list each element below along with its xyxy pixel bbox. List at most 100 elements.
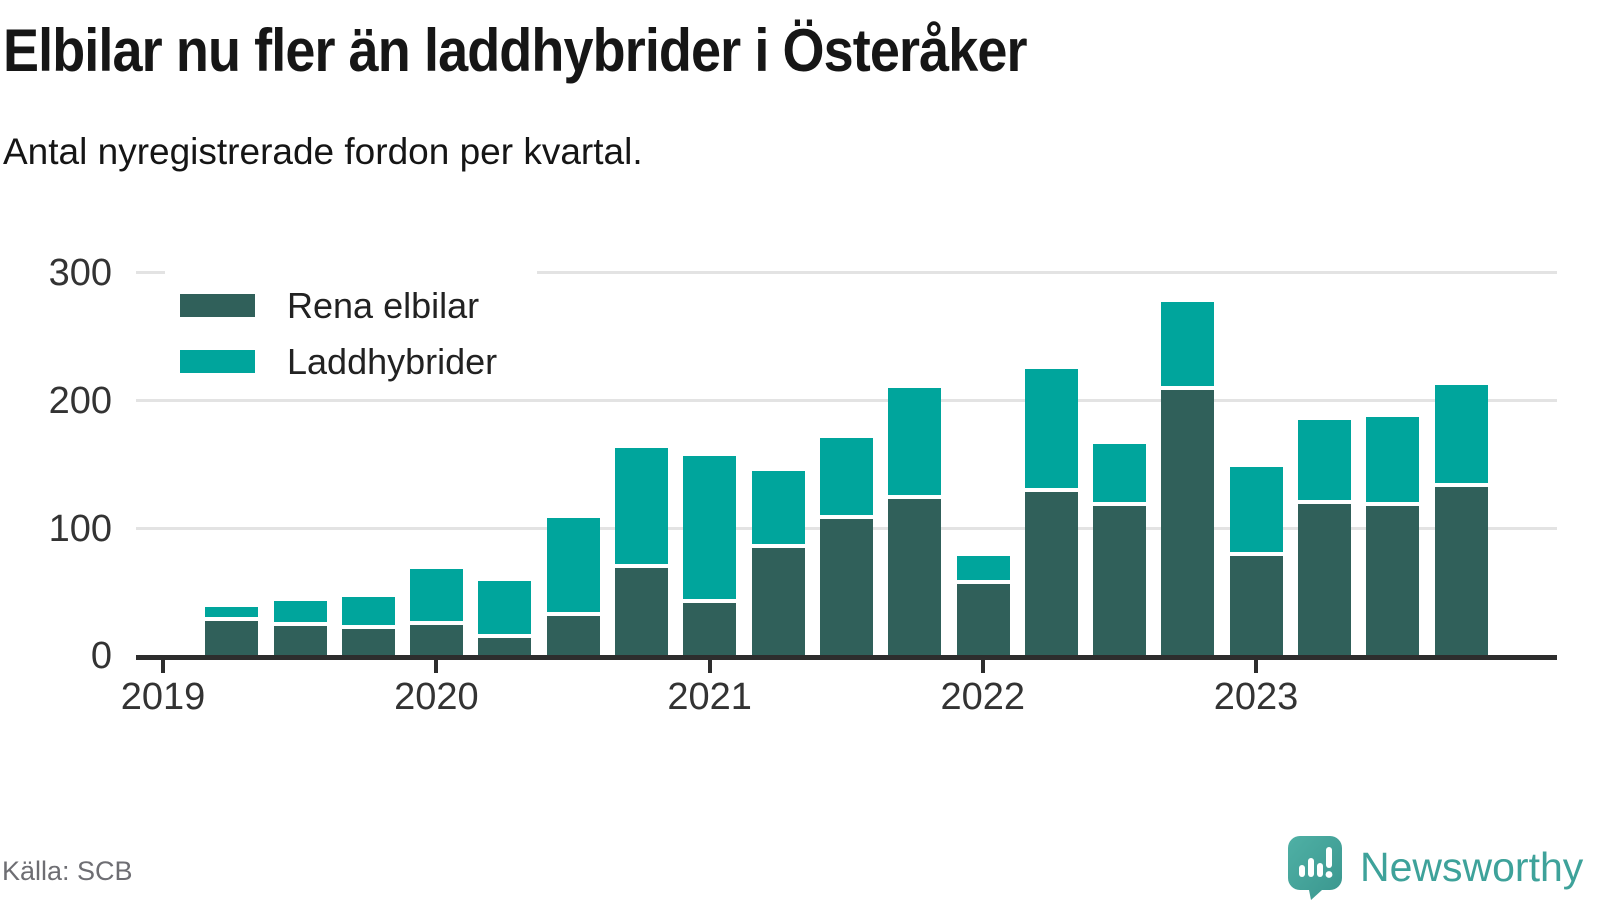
segment-rena-elbilar (1366, 506, 1420, 656)
gridline-200 (136, 399, 1557, 402)
bar-2020-Q3 (546, 518, 600, 656)
segment-gap (1093, 502, 1147, 507)
bar-2023-Q2 (1298, 419, 1351, 656)
segment-gap (546, 612, 600, 617)
segment-laddhybrider (683, 455, 737, 600)
segment-gap (888, 494, 942, 499)
segment-laddhybrider (1161, 302, 1215, 387)
x-tick-2023 (1254, 660, 1258, 673)
bar-2022-Q1 (956, 556, 1010, 656)
legend-label-laddhybrider: Laddhybrider (287, 341, 498, 382)
gridline-300 (136, 271, 1557, 274)
x-tick-label-2019: 2019 (120, 676, 206, 718)
segment-gap (1229, 552, 1283, 557)
x-tick-2020 (434, 660, 439, 673)
bar-2019-Q3 (273, 601, 327, 656)
x-tick-label-2022: 2022 (940, 676, 1026, 718)
chart-title: Elbilar nu fler än laddhybrider i Österå… (3, 17, 1028, 84)
bar-2023-Q3 (1366, 417, 1420, 656)
segment-rena-elbilar (1229, 556, 1283, 656)
segment-laddhybrider (1093, 444, 1147, 503)
bar-2021-Q3 (819, 437, 873, 656)
segment-rena-elbilar (1024, 492, 1078, 656)
x-tick-2021 (707, 660, 712, 673)
newsworthy-branding: Newsworthy (1288, 836, 1583, 900)
y-tick-label-300: 300 (48, 252, 112, 294)
segment-laddhybrider (410, 569, 464, 622)
x-tick-label-2020: 2020 (394, 676, 479, 718)
segment-rena-elbilar (273, 626, 327, 656)
bar-2020-Q1 (410, 569, 464, 656)
segment-rena-elbilar (751, 548, 805, 656)
segment-laddhybrider (1024, 368, 1078, 489)
y-tick-label-200: 200 (48, 380, 112, 422)
segment-rena-elbilar (888, 498, 942, 656)
segment-laddhybrider (615, 447, 668, 564)
segment-rena-elbilar (956, 584, 1010, 656)
y-tick-label-0: 0 (90, 635, 112, 677)
segment-laddhybrider (1434, 385, 1488, 484)
bar-2023-Q1 (1229, 467, 1283, 656)
segment-gap (410, 621, 464, 626)
bar-2022-Q3 (1093, 444, 1147, 656)
segment-rena-elbilar (819, 519, 873, 656)
y-tick-label-100: 100 (48, 508, 112, 550)
segment-rena-elbilar (1434, 487, 1488, 656)
segment-rena-elbilar (478, 637, 532, 656)
legend-label-rena-elbilar: Rena elbilar (287, 285, 480, 326)
segment-rena-elbilar (341, 628, 395, 656)
bar-2022-Q4 (1161, 302, 1215, 656)
bar-2019-Q4 (341, 597, 395, 656)
bar-2019-Q2 (205, 607, 259, 656)
bar-2022-Q2 (1024, 368, 1078, 656)
segment-gap (683, 599, 737, 604)
segment-laddhybrider (341, 597, 395, 625)
segment-rena-elbilar (1298, 503, 1351, 656)
segment-rena-elbilar (1093, 506, 1147, 656)
segment-rena-elbilar (615, 567, 668, 656)
x-tick-label-2023: 2023 (1213, 676, 1299, 718)
bar-2020-Q2 (478, 580, 532, 656)
bar-2021-Q2 (751, 470, 805, 656)
segment-laddhybrider (205, 607, 259, 618)
segment-laddhybrider (1229, 467, 1283, 553)
segment-gap (205, 617, 259, 622)
segment-rena-elbilar (205, 621, 259, 656)
bar-2023-Q4 (1434, 385, 1488, 656)
segment-laddhybrider (819, 437, 873, 516)
segment-laddhybrider (888, 387, 942, 495)
bar-2021-Q1 (683, 455, 737, 656)
x-tick-2019 (161, 660, 165, 673)
x-tick-label-2021: 2021 (667, 676, 752, 718)
legend: Rena elbilar Laddhybrider (165, 262, 537, 398)
segment-laddhybrider (546, 518, 600, 613)
segment-gap (1161, 386, 1215, 391)
segment-laddhybrider (751, 470, 805, 545)
segment-gap (341, 624, 395, 629)
segment-rena-elbilar (683, 603, 737, 656)
segment-laddhybrider (1366, 417, 1420, 503)
segment-laddhybrider (1298, 419, 1351, 500)
newsworthy-logo-icon (1288, 836, 1342, 900)
segment-gap (273, 622, 327, 627)
bar-2021-Q4 (888, 387, 942, 656)
segment-gap (1024, 488, 1078, 493)
segment-gap (956, 580, 1010, 585)
segment-gap (615, 563, 668, 568)
segment-rena-elbilar (546, 616, 600, 656)
x-axis-line (136, 655, 1557, 660)
segment-gap (1298, 499, 1351, 504)
chart-subtitle: Antal nyregistrerade fordon per kvartal. (3, 131, 643, 172)
segment-gap (751, 544, 805, 549)
segment-rena-elbilar (1161, 390, 1215, 656)
legend-swatch-rena-elbilar (180, 294, 255, 317)
segment-laddhybrider (956, 556, 1010, 581)
newsworthy-logo-text: Newsworthy (1360, 844, 1584, 890)
legend-swatch-laddhybrider (180, 350, 255, 373)
source-attribution: Källa: SCB (2, 856, 133, 886)
segment-gap (1366, 502, 1420, 507)
bar-2020-Q4 (615, 447, 668, 656)
segment-laddhybrider (478, 580, 532, 634)
segment-gap (478, 633, 532, 638)
